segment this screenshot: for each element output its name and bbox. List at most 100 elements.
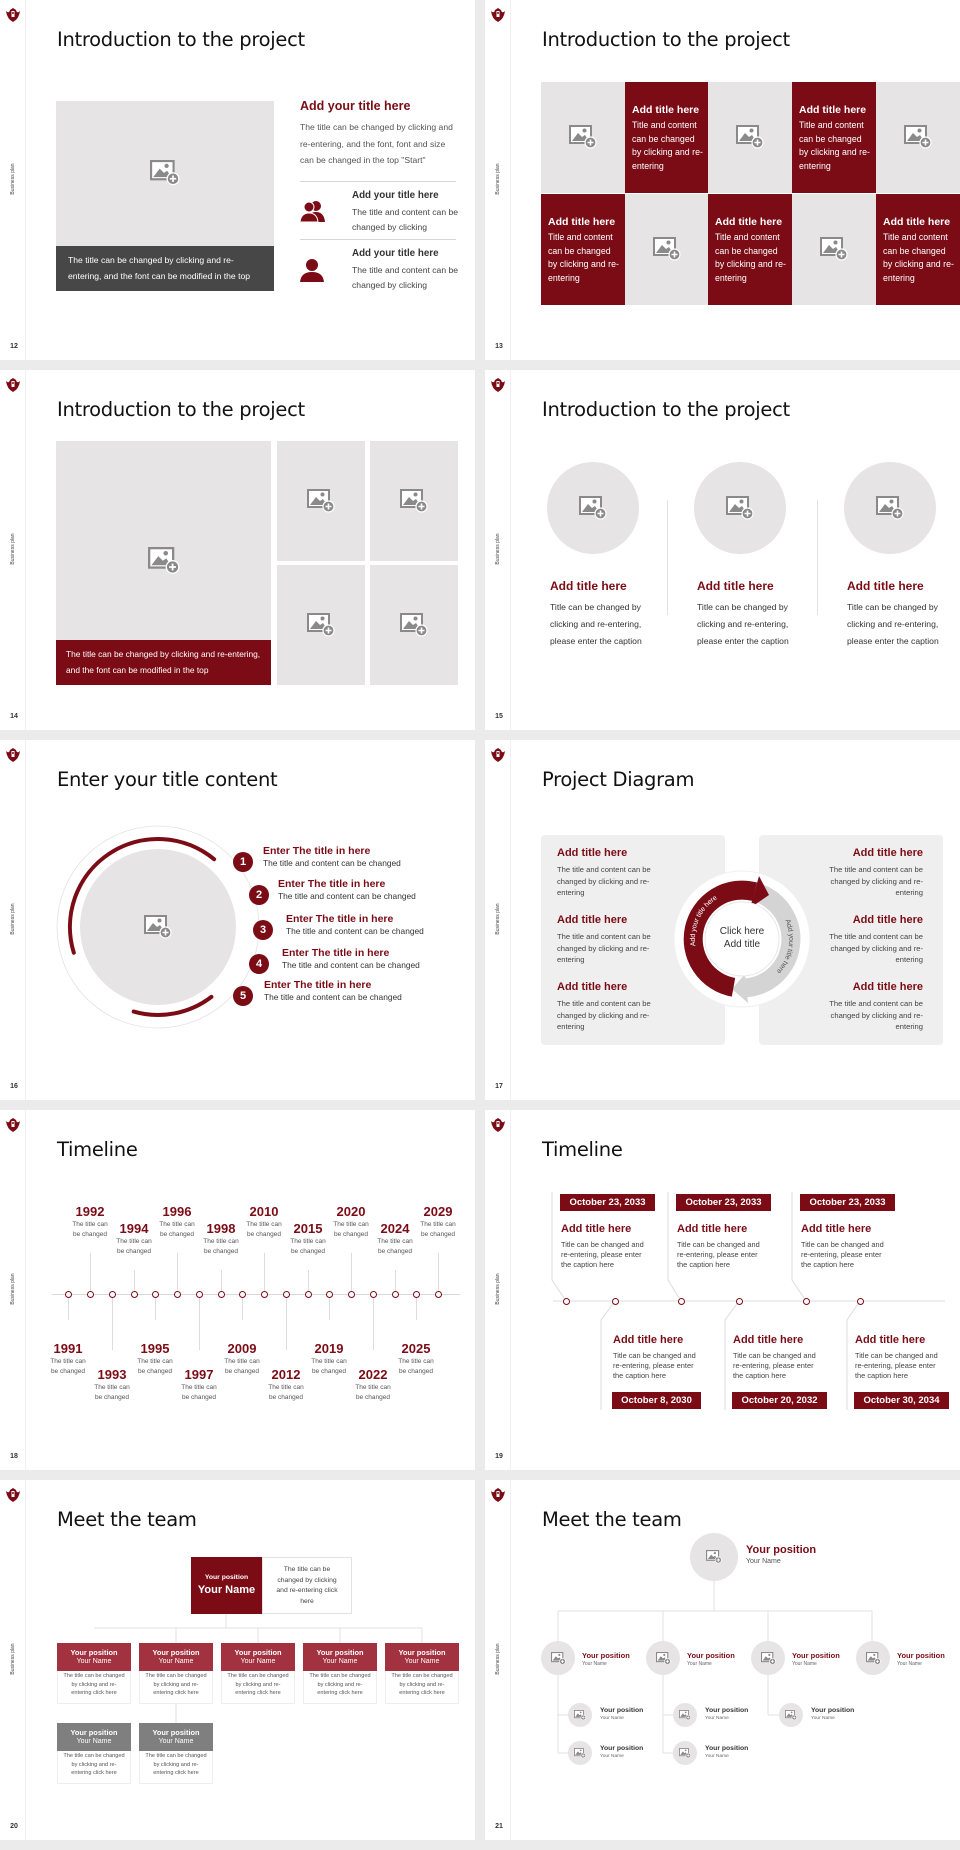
image-placeholder-icon[interactable] [652, 237, 681, 261]
image-placeholder-icon[interactable] [574, 1709, 586, 1720]
text-cell[interactable]: Add title here Title and content can be c… [541, 194, 625, 305]
image-placeholder-icon[interactable] [307, 613, 335, 637]
slide-title[interactable]: Introduction to the project [57, 398, 305, 421]
image-placeholder-icon[interactable] [655, 1651, 671, 1665]
text-cell[interactable]: Add title here Title and content can be c… [625, 82, 708, 193]
image-placeholder-icon[interactable] [400, 613, 428, 637]
image-placeholder-circle[interactable] [844, 462, 936, 554]
slide-20[interactable]: Business plan 20 Meet the team Your positio… [0, 1480, 475, 1840]
timeline-dot[interactable] [261, 1291, 268, 1298]
avatar-placeholder[interactable] [541, 1641, 575, 1675]
image-placeholder-icon[interactable] [148, 547, 180, 575]
image-placeholder-circle[interactable] [547, 462, 639, 554]
image-placeholder-large[interactable] [56, 441, 271, 640]
image-placeholder-icon[interactable] [706, 1550, 722, 1564]
timeline-dot[interactable] [109, 1291, 116, 1298]
slide-title[interactable]: Project Diagram [542, 768, 695, 791]
slide-13[interactable]: Business plan 13 Introduction to the proje… [485, 0, 960, 360]
slide-17[interactable]: Business plan 17 Project Diagram Add title … [485, 740, 960, 1100]
timeline-dot[interactable] [218, 1291, 225, 1298]
image-placeholder-circle[interactable] [694, 462, 786, 554]
image-placeholder-icon[interactable] [150, 160, 180, 186]
image-placeholder[interactable] [277, 565, 365, 685]
avatar-placeholder[interactable] [568, 1741, 592, 1765]
image-cell[interactable] [625, 194, 708, 305]
avatar-placeholder[interactable] [856, 1641, 890, 1675]
image-placeholder[interactable] [370, 441, 458, 561]
image-placeholder[interactable] [277, 441, 365, 561]
slide-title[interactable]: Timeline [542, 1138, 623, 1161]
image-placeholder-icon[interactable] [876, 496, 904, 520]
avatar-placeholder[interactable] [646, 1641, 680, 1675]
image-placeholder-icon[interactable] [574, 1747, 586, 1758]
slide-title[interactable]: Timeline [57, 1138, 138, 1161]
timeline-dot[interactable] [239, 1291, 246, 1298]
lead-card[interactable] [191, 1557, 262, 1614]
avatar-placeholder[interactable] [690, 1533, 738, 1581]
slide-19[interactable]: Business plan 19 Timeline October 23, 2033 A… [485, 1110, 960, 1470]
timeline-dot[interactable] [131, 1291, 138, 1298]
slide-14[interactable]: Business plan 14 Introduction to the proje… [0, 370, 475, 730]
image-placeholder-icon[interactable] [785, 1709, 797, 1720]
slide-title[interactable]: Meet the team [542, 1508, 682, 1531]
image-placeholder-icon[interactable] [760, 1651, 776, 1665]
cycle-diagram[interactable]: Add your title here Add your title here [485, 740, 960, 1100]
image-caption[interactable]: The title can be changed by clicking and… [56, 246, 274, 291]
slide-16[interactable]: Business plan 16 Enter your title content 1… [0, 740, 475, 1100]
text-cell[interactable]: Add title here Title and content can be c… [708, 194, 792, 305]
timeline-dot[interactable] [736, 1298, 743, 1305]
timeline-dot[interactable] [152, 1291, 159, 1298]
text-cell[interactable]: Add title here Title and content can be c… [792, 82, 876, 193]
timeline-dot[interactable] [174, 1291, 181, 1298]
avatar-placeholder[interactable] [673, 1741, 697, 1765]
center-title-line2[interactable]: Add title [723, 939, 761, 950]
timeline-dot[interactable] [392, 1291, 399, 1298]
image-placeholder-circle[interactable] [80, 849, 236, 1005]
timeline-dot[interactable] [563, 1298, 570, 1305]
slide-12[interactable]: Business plan 12 Introduction to the proje… [0, 0, 475, 360]
image-placeholder-icon[interactable] [569, 125, 597, 149]
image-placeholder-icon[interactable] [307, 489, 335, 513]
timeline-dot[interactable] [196, 1291, 203, 1298]
slide-title[interactable]: Introduction to the project [542, 398, 790, 421]
center-title-line1[interactable]: Click here [719, 926, 765, 937]
timeline-dot[interactable] [305, 1291, 312, 1298]
timeline-dot[interactable] [370, 1291, 377, 1298]
avatar-placeholder[interactable] [751, 1641, 785, 1675]
slide-21[interactable]: Business plan 21 Meet the team Your positio… [485, 1480, 960, 1840]
timeline-dot[interactable] [857, 1298, 864, 1305]
image-cell[interactable] [792, 194, 876, 305]
image-placeholder-icon[interactable] [400, 489, 428, 513]
timeline-dot[interactable] [435, 1291, 442, 1298]
timeline-dot[interactable] [87, 1291, 94, 1298]
image-placeholder-icon[interactable] [736, 125, 764, 149]
slide-title[interactable]: Meet the team [57, 1508, 197, 1531]
timeline-dot[interactable] [678, 1298, 685, 1305]
slide-title[interactable]: Enter your title content [57, 768, 278, 791]
image-placeholder-icon[interactable] [550, 1651, 566, 1665]
slide-18[interactable]: Business plan 18 Timeline 1991 The title can… [0, 1110, 475, 1470]
timeline-dot[interactable] [612, 1298, 619, 1305]
avatar-placeholder[interactable] [779, 1703, 803, 1727]
image-placeholder-icon[interactable] [679, 1747, 691, 1758]
avatar-placeholder[interactable] [568, 1703, 592, 1727]
timeline-dot[interactable] [803, 1298, 810, 1305]
avatar-placeholder[interactable] [673, 1703, 697, 1727]
timeline-dot[interactable] [283, 1291, 290, 1298]
image-placeholder-icon[interactable] [865, 1651, 881, 1665]
timeline-dot[interactable] [65, 1291, 72, 1298]
image-placeholder-icon[interactable] [579, 496, 607, 520]
timeline-dot[interactable] [326, 1291, 333, 1298]
timeline-dot[interactable] [413, 1291, 420, 1298]
image-cell[interactable] [876, 82, 960, 193]
image-placeholder-icon[interactable] [679, 1709, 691, 1720]
image-caption[interactable]: The title can be changed by clicking and… [56, 640, 271, 685]
image-cell[interactable] [708, 82, 792, 193]
image-placeholder-icon[interactable] [820, 237, 848, 261]
image-placeholder[interactable] [56, 101, 274, 246]
slide-title[interactable]: Introduction to the project [542, 28, 790, 51]
image-placeholder-icon[interactable] [904, 125, 932, 149]
image-placeholder[interactable] [370, 565, 458, 685]
image-placeholder-icon[interactable] [726, 496, 754, 520]
image-placeholder-icon[interactable] [144, 915, 172, 939]
